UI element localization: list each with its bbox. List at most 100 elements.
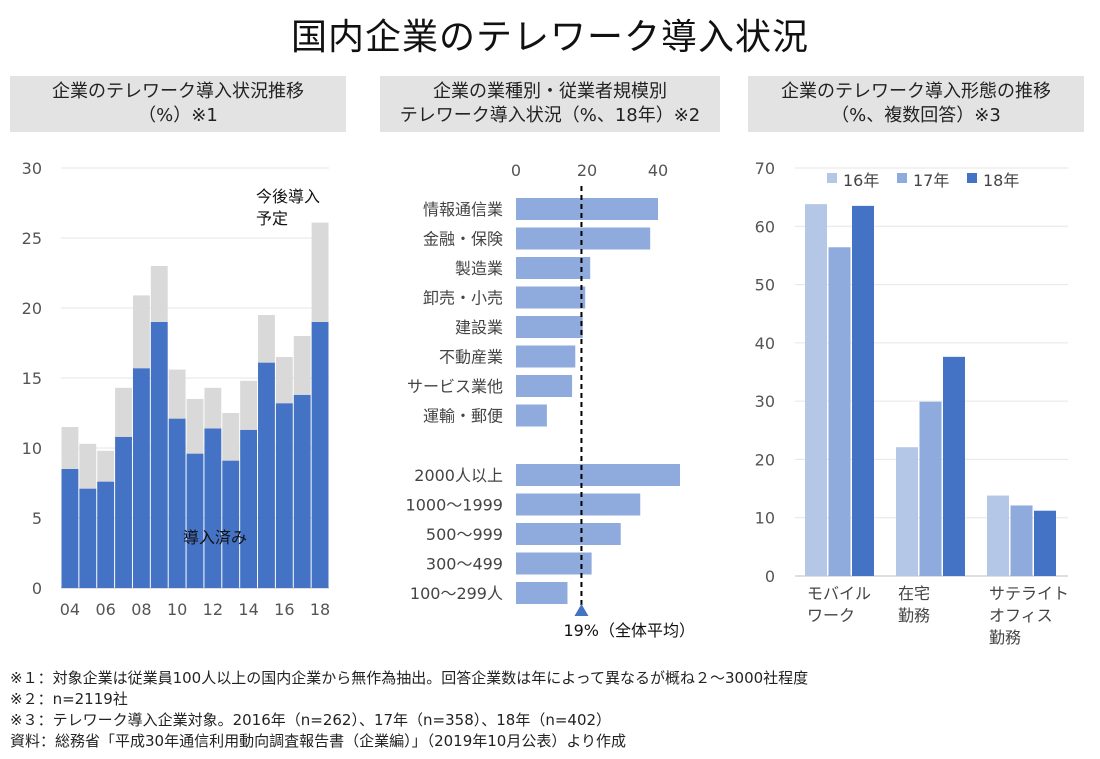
bar-adopted-11 [186, 453, 204, 588]
bar-adopted-10 [168, 418, 186, 588]
bar-adopted-12 [204, 428, 222, 588]
annotation-planned-line2: 予定 [256, 209, 288, 228]
bar-adopted-14 [240, 429, 258, 588]
bar-planned-11 [186, 399, 204, 454]
category-label: 2000人以上 [414, 466, 503, 485]
category-label: 製造業 [455, 259, 503, 278]
bar-500～999 [516, 523, 621, 545]
category-label: 運輸・郵便 [423, 407, 503, 426]
category-label: モバイル [807, 584, 871, 603]
bar-18年-在宅勤務 [943, 356, 965, 576]
bar-adopted-16 [275, 403, 293, 588]
bar-サービス業他 [516, 375, 573, 397]
annotation-adopted: 導入済み [183, 528, 247, 547]
category-label: 100～299人 [410, 584, 503, 603]
bar-1000～1999 [516, 493, 641, 516]
bar-planned-16 [275, 357, 293, 404]
panel1-title-line1: 企業のテレワーク導入状況推移 [52, 81, 304, 102]
y-tick-label: 15 [22, 369, 42, 388]
footnote-1: ※１：対象企業は従業員100人以上の国内企業から無作為抽出。回答企業数は年によっ… [10, 669, 809, 687]
panel2-title-line2: テレワーク導入状況（%、18年）※2 [399, 105, 701, 126]
legend-label: 16年 [843, 171, 879, 190]
bar-planned-07 [115, 387, 132, 437]
legend-label: 18年 [983, 171, 1019, 190]
category-label: オフィス [989, 606, 1053, 625]
category-label: サービス業他 [407, 377, 503, 396]
bar-planned-06 [97, 450, 115, 482]
legend-swatch-16年 [827, 173, 837, 183]
panel1-title: 企業のテレワーク導入状況推移 （%）※1 [10, 76, 346, 132]
y-tick-label: 60 [755, 217, 775, 236]
bar-不動産業 [516, 345, 576, 368]
bar-adopted-13 [222, 460, 240, 588]
footnote-2: ※２：n=2119社 [10, 690, 128, 708]
bar-adopted-06 [97, 481, 115, 588]
x-tick-label: 06 [95, 600, 115, 619]
page-title: 国内企業のテレワーク導入状況 [290, 17, 809, 58]
x-tick-label: 08 [131, 600, 151, 619]
bar-adopted-04 [61, 469, 79, 588]
bar-planned-15 [258, 315, 275, 363]
bar-planned-04 [61, 427, 79, 469]
x-tick-label: 20 [577, 161, 597, 180]
y-tick-label: 20 [22, 299, 42, 318]
bar-17年-在宅勤務 [919, 401, 942, 576]
y-tick-label: 30 [22, 159, 42, 178]
y-tick-label: 10 [755, 509, 775, 528]
legend-label: 17年 [913, 171, 949, 190]
bar-卸売・小売 [516, 286, 586, 309]
bar-17年-モバイルワーク [828, 247, 851, 577]
category-label: 勤務 [898, 606, 930, 625]
category-label: サテライト [989, 584, 1069, 603]
x-tick-label: 14 [238, 600, 258, 619]
footnotes: ※１：対象企業は従業員100人以上の国内企業から無作為抽出。回答企業数は年によっ… [10, 668, 808, 752]
bar-planned-18 [311, 222, 329, 322]
category-label: 300～499 [426, 555, 503, 574]
category-label: 不動産業 [439, 348, 503, 367]
footnote-source: 資料：総務省「平成30年通信利用動向調査報告書（企業編）」（2019年10月公表… [10, 732, 627, 750]
x-tick-label: 0 [511, 161, 521, 180]
category-label: 在宅 [898, 584, 930, 603]
annotation-planned-line1: 今後導入 [256, 187, 320, 206]
bar-建設業 [516, 316, 583, 338]
x-tick-label: 18 [310, 600, 330, 619]
bar-adopted-05 [79, 488, 97, 588]
bar-adopted-08 [132, 368, 150, 588]
bar-planned-05 [79, 443, 97, 489]
category-label: 金融・保険 [423, 230, 503, 249]
x-tick-label: 12 [203, 600, 223, 619]
bar-16年-サテライトオフィス勤務 [987, 495, 1009, 576]
y-tick-label: 0 [32, 579, 42, 598]
x-tick-label: 40 [648, 161, 668, 180]
average-label: 19%（全体平均） [563, 621, 695, 640]
x-tick-label: 16 [274, 600, 294, 619]
category-label: ワーク [807, 606, 855, 625]
bar-17年-サテライトオフィス勤務 [1010, 505, 1033, 576]
bar-18年-モバイルワーク [852, 205, 874, 576]
footnote-3: ※３：テレワーク導入企業対象。2016年（n=262）、17年（n=358）、1… [10, 711, 612, 729]
bar-16年-在宅勤務 [896, 447, 918, 576]
bar-運輸・郵便 [516, 404, 547, 427]
category-label: 勤務 [989, 628, 1021, 647]
bar-100～299人 [516, 582, 568, 604]
panel2-title: 企業の業種別・従業者規模別 テレワーク導入状況（%、18年）※2 [380, 76, 720, 132]
y-tick-label: 50 [755, 276, 775, 295]
y-tick-label: 40 [755, 334, 775, 353]
category-label: 情報通信業 [423, 200, 503, 219]
category-label: 1000～1999 [406, 496, 503, 515]
bar-18年-サテライトオフィス勤務 [1034, 510, 1056, 576]
legend-swatch-18年 [967, 173, 977, 183]
y-tick-label: 0 [765, 567, 775, 586]
y-tick-label: 70 [755, 159, 775, 178]
bar-planned-12 [204, 387, 222, 429]
bar-adopted-15 [258, 362, 275, 588]
y-tick-label: 25 [22, 229, 42, 248]
panel2-title-line1: 企業の業種別・従業者規模別 [433, 81, 667, 102]
bar-planned-17 [293, 336, 311, 395]
bar-情報通信業 [516, 198, 658, 220]
bar-製造業 [516, 257, 591, 279]
category-label: 500～999 [426, 525, 503, 544]
bar-adopted-09 [150, 322, 168, 588]
